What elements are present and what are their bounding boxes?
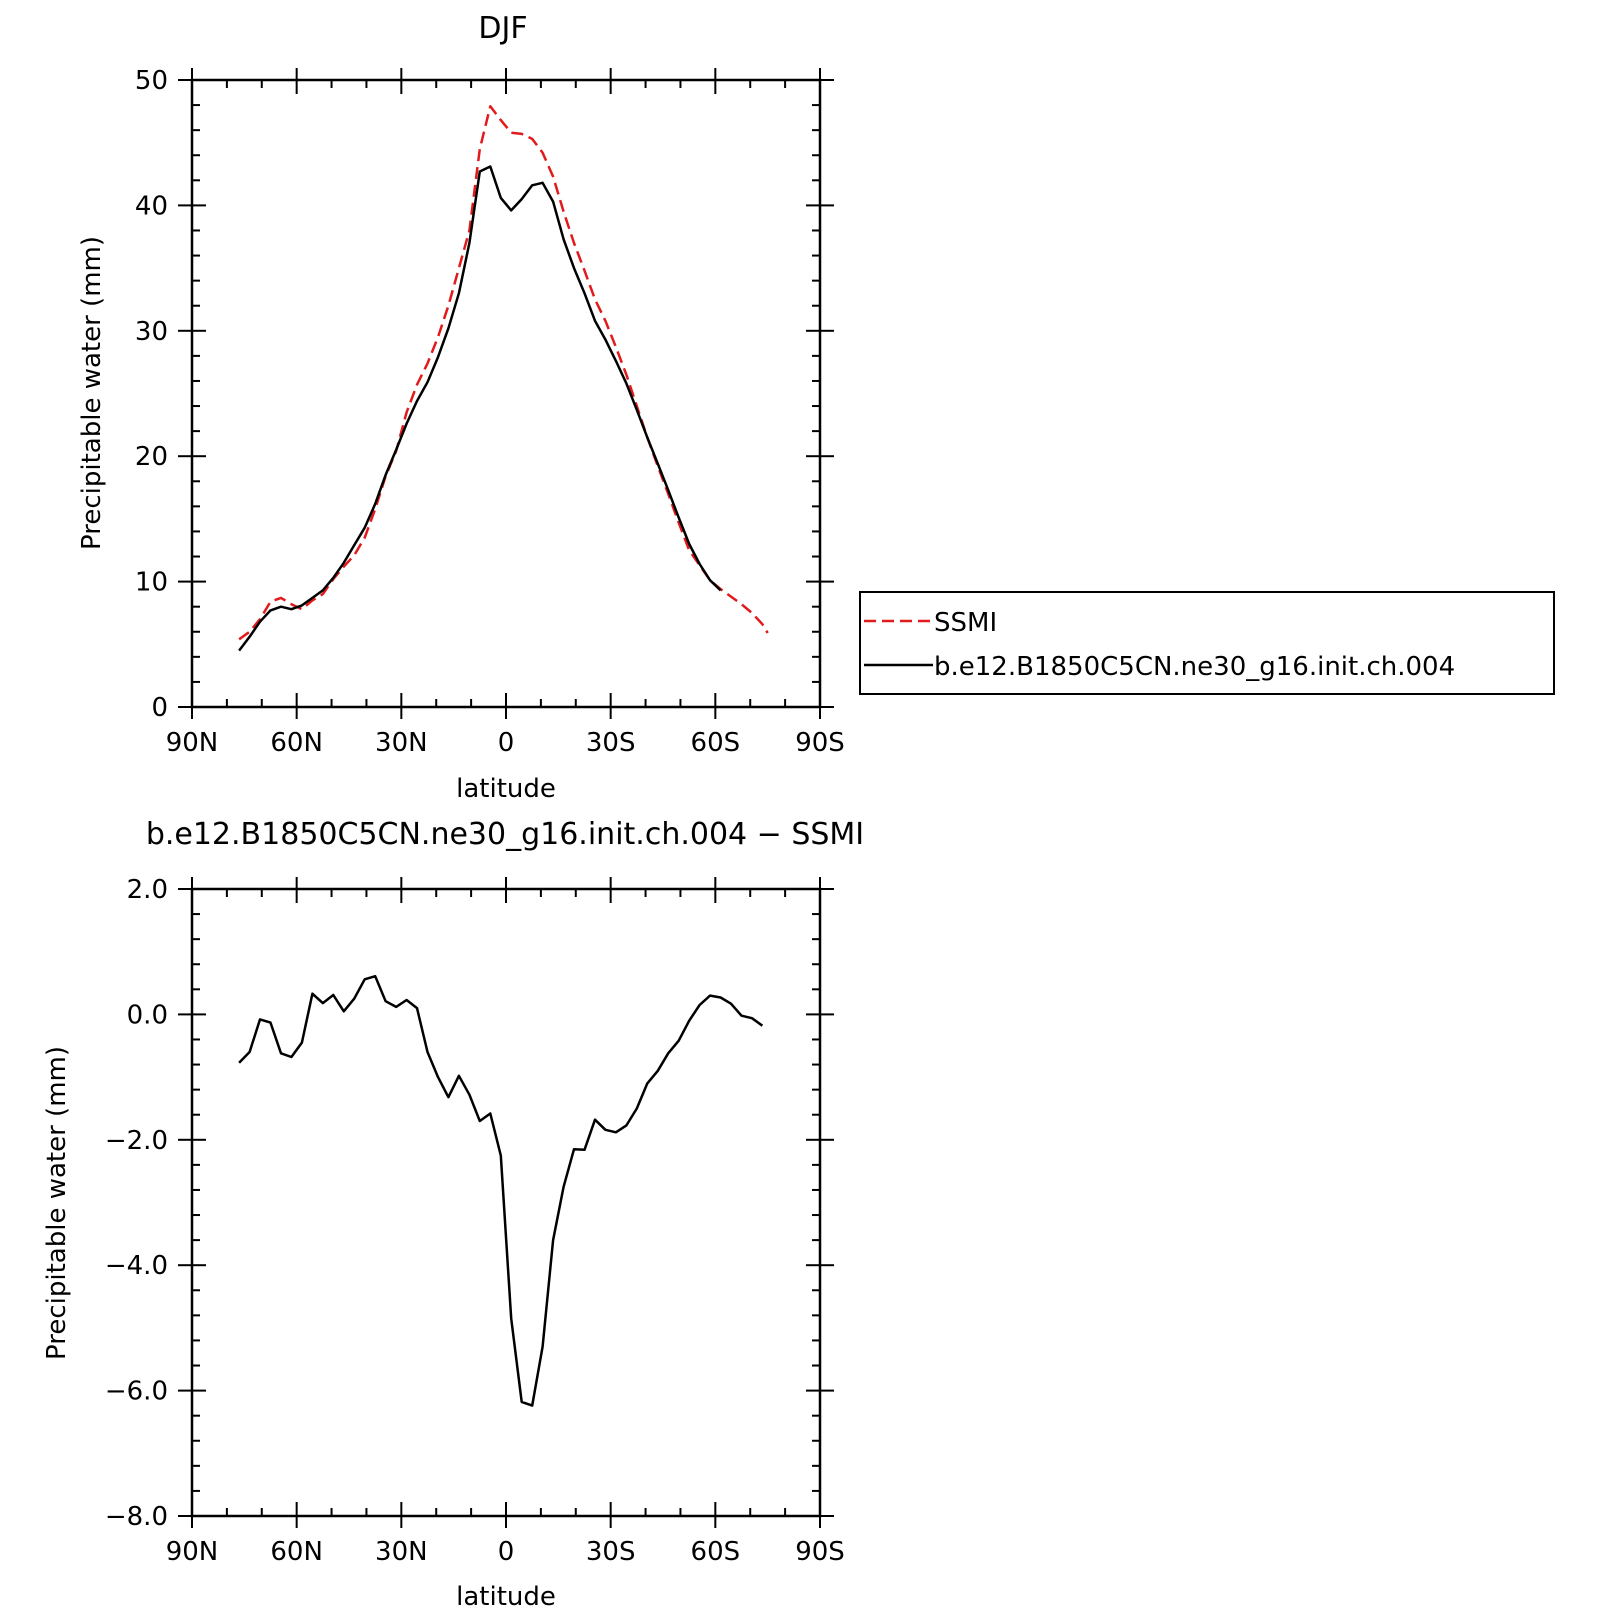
bottom-x-tick-labels: 90N 60N 30N 0 30S 60S 90S bbox=[166, 1537, 845, 1567]
top-x-tick-label: 0 bbox=[498, 728, 515, 758]
bottom-y-tick-label: 2.0 bbox=[127, 875, 168, 905]
legend-label-ssmi: SSMI bbox=[934, 608, 997, 638]
bottom-x-tick-label: 30S bbox=[586, 1537, 636, 1567]
top-y-tick-label: 30 bbox=[135, 317, 168, 347]
bottom-x-tick-label: 90N bbox=[166, 1537, 219, 1567]
legend: SSMI b.e12.B1850C5CN.ne30_g16.init.ch.00… bbox=[859, 591, 1555, 695]
bottom-series-line-difference bbox=[238, 974, 764, 1407]
top-x-tick-label: 90N bbox=[166, 728, 219, 758]
legend-label-model: b.e12.B1850C5CN.ne30_g16.init.ch.004 bbox=[934, 652, 1455, 682]
top-y-tick-label: 0 bbox=[151, 693, 168, 723]
top-plot-frame bbox=[190, 78, 822, 709]
top-series-line-b-e12-b1850c5cn-ne30-g16-init-ch-004 bbox=[238, 165, 722, 652]
bottom-chart-title: b.e12.B1850C5CN.ne30_g16.init.ch.004 − S… bbox=[146, 817, 864, 852]
bottom-y-tick-label: −4.0 bbox=[105, 1251, 168, 1281]
top-x-tick-label: 60N bbox=[270, 728, 323, 758]
bottom-x-tick-label: 30N bbox=[375, 1537, 428, 1567]
top-y-axis-label: Precipitable water (mm) bbox=[77, 236, 107, 550]
bottom-x-tick-label: 0 bbox=[498, 1537, 515, 1567]
legend-box bbox=[859, 591, 1555, 695]
top-chart-title: DJF bbox=[478, 11, 527, 46]
top-y-tick-label: 40 bbox=[135, 191, 168, 221]
bottom-y-tick-label: −6.0 bbox=[105, 1377, 168, 1407]
top-x-axis-label: latitude bbox=[456, 774, 556, 804]
top-x-tick-label: 60S bbox=[691, 728, 741, 758]
top-y-tick-label: 10 bbox=[135, 568, 168, 598]
bottom-y-axis-label: Precipitable water (mm) bbox=[42, 1046, 72, 1360]
top-series-line-ssmi bbox=[238, 105, 769, 641]
bottom-x-tick-label: 60S bbox=[691, 1537, 741, 1567]
bottom-y-tick-label: 0.0 bbox=[127, 1000, 168, 1030]
top-x-tick-labels: 90N 60N 30N 0 30S 60S 90S bbox=[166, 728, 845, 758]
bottom-y-tick-label: −2.0 bbox=[105, 1126, 168, 1156]
bottom-axis-ticks bbox=[178, 877, 834, 1528]
bottom-x-tick-label: 60N bbox=[270, 1537, 323, 1567]
bottom-x-axis-label: latitude bbox=[456, 1582, 556, 1612]
bottom-series-lines bbox=[238, 974, 764, 1407]
top-series-lines bbox=[238, 105, 769, 652]
top-panel: DJF 90N 60N 30N 0 30S 60S 90S 0 10 20 30 40 50 lati… bbox=[77, 11, 845, 804]
bottom-x-tick-label: 90S bbox=[795, 1537, 845, 1567]
bottom-panel: b.e12.B1850C5CN.ne30_g16.init.ch.004 − S… bbox=[42, 817, 864, 1612]
top-x-tick-label: 30N bbox=[375, 728, 428, 758]
bottom-y-tick-labels: −8.0 −6.0 −4.0 −2.0 0.0 2.0 bbox=[105, 875, 168, 1532]
top-x-tick-label: 30S bbox=[586, 728, 636, 758]
top-y-tick-labels: 0 10 20 30 40 50 bbox=[135, 66, 168, 723]
bottom-y-tick-label: −8.0 bbox=[105, 1502, 168, 1532]
bottom-plot-frame bbox=[190, 887, 822, 1518]
top-y-tick-label: 50 bbox=[135, 66, 168, 96]
top-x-tick-label: 90S bbox=[795, 728, 845, 758]
top-y-tick-label: 20 bbox=[135, 442, 168, 472]
top-axis-ticks bbox=[178, 68, 834, 719]
